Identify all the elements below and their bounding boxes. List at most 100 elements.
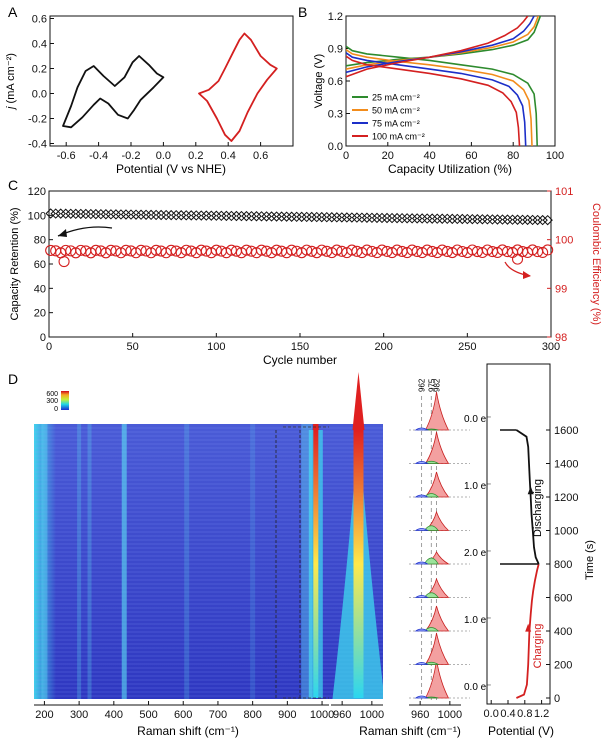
efficiency-marker <box>255 244 268 256</box>
retention-marker <box>160 209 172 221</box>
retention-marker <box>266 211 277 222</box>
panel-c-yright-tick-label: 99 <box>555 283 567 295</box>
retention-marker <box>361 212 373 223</box>
discharge-curve-2 <box>346 52 527 146</box>
legend-label: 75 mA cm⁻² <box>372 119 420 129</box>
panel-d-xlabel-zoom: Raman shift (cm⁻¹) <box>359 724 461 738</box>
legend-label: 25 mA cm⁻² <box>372 93 420 103</box>
panel-letter-c: C <box>8 177 18 193</box>
efficiency-marker <box>346 244 358 256</box>
colorbar <box>61 391 69 410</box>
retention-marker <box>291 211 302 223</box>
panel-c-x-tick-label: 50 <box>127 341 139 353</box>
retention-marker <box>276 211 287 222</box>
retention-marker <box>406 213 418 224</box>
waterfall-left-edge <box>34 424 56 699</box>
waterfall-zoom <box>329 372 383 699</box>
retention-marker <box>472 214 483 225</box>
retention-marker <box>537 214 548 226</box>
efficiency-marker <box>406 244 418 256</box>
retention-marker <box>140 209 152 220</box>
retention-marker <box>115 209 127 220</box>
time-y-tick-label: 800 <box>554 559 572 571</box>
panel-c-yleft-tick-label: 100 <box>28 210 46 222</box>
peak-guide-label: 975 <box>427 378 436 392</box>
main-x-tick-label: 600 <box>174 709 192 721</box>
efficiency-marker <box>537 246 549 258</box>
retention-marker <box>467 213 478 225</box>
main-x-tick-label: 200 <box>35 709 53 721</box>
spectrum-peak-982 <box>424 431 450 464</box>
raman-band <box>77 424 82 699</box>
panel-c-x-tick-label: 250 <box>458 341 476 353</box>
potential-x-tick-label: 0.4 <box>500 708 515 720</box>
efficiency-marker <box>240 244 253 256</box>
retention-marker <box>226 210 237 222</box>
panel-a-x-tick-label: -0.4 <box>89 150 108 162</box>
panel-c-yleft-tick-label: 80 <box>34 235 46 247</box>
panel-a-y-tick-label: 0.4 <box>32 39 47 51</box>
retention-marker <box>396 213 408 224</box>
time-y-tick-label: 1400 <box>554 459 578 471</box>
efficiency-marker <box>210 244 222 256</box>
electron-label: 1.0 e⁻ <box>464 615 492 626</box>
main-x-tick-label: 700 <box>209 709 227 721</box>
retention-marker <box>296 211 307 223</box>
peak-guide-label: 982 <box>432 378 441 392</box>
retention-marker <box>426 213 438 224</box>
time-y-tick-label: 0 <box>554 693 560 705</box>
retention-marker <box>482 214 493 225</box>
retention-marker <box>356 212 368 223</box>
peak-guide-label: 962 <box>418 378 427 392</box>
retention-marker <box>437 213 448 224</box>
retention-marker <box>90 208 102 220</box>
panel-a: -0.6 -0.4 -0.2 0.0 0.2 0.4 0.6 -0.4 -0.2 0.0 0.2 0.… <box>5 14 294 176</box>
spectrum-peak-975 <box>423 525 439 531</box>
panel-d-xlabel-main: Raman shift (cm⁻¹) <box>137 724 239 738</box>
panel-c-x-tick-label: 0 <box>46 341 52 353</box>
panel-c-yright-tick-label: 101 <box>555 186 573 198</box>
efficiency-marker <box>391 244 403 256</box>
retention-marker <box>442 213 453 225</box>
retention-marker <box>50 208 61 219</box>
retention-marker <box>216 210 227 221</box>
spectrum-peak-975 <box>423 557 439 565</box>
spectrum-peak-962 <box>414 461 429 464</box>
colorbar-label-0: 0 <box>54 406 58 413</box>
panel-b-x-tick-label: 20 <box>382 150 394 162</box>
panel-c-x-tick-label: 150 <box>291 341 309 353</box>
retention-marker <box>191 210 202 221</box>
time-y-tick-label: 1600 <box>554 425 578 437</box>
main-x-tick-label: 300 <box>70 709 88 721</box>
retention-marker <box>421 213 433 224</box>
panel-a-x-tick-label: 0.4 <box>221 150 236 162</box>
panel-b: 0 20 40 60 80 100 0.0 0.3 0.6 0.9 1.2 25 mA cm⁻² 50… <box>313 11 564 176</box>
panel-b-x-tick-label: 100 <box>546 150 564 162</box>
retention-marker <box>517 214 528 226</box>
panel-a-y-tick-label: -0.2 <box>28 114 47 126</box>
spectrum-peak-982 <box>424 632 450 665</box>
retention-marker <box>155 209 167 221</box>
retention-marker <box>236 210 247 222</box>
retention-marker <box>326 212 338 223</box>
efficiency-marker <box>165 244 177 256</box>
panel-c-x-tick-label: 200 <box>374 341 392 353</box>
retention-marker <box>542 214 553 226</box>
retention-marker <box>246 210 257 222</box>
retention-marker <box>311 211 322 223</box>
time-y-tick-label: 1200 <box>554 492 578 504</box>
efficiency-marker <box>316 244 328 256</box>
peak-shoulder <box>301 424 313 699</box>
panel-d: 600 300 0 200 300 400 500 600 700 800 900 1000 R… <box>34 363 596 738</box>
retention-marker <box>145 209 157 221</box>
retention-marker <box>301 211 312 223</box>
retention-marker <box>271 211 282 222</box>
spectrum-peak-962 <box>414 561 429 565</box>
retention-marker <box>130 209 142 220</box>
panel-c-ylabel-left: Capacity Retention (%) <box>9 207 21 320</box>
retention-marker <box>170 209 182 221</box>
retention-marker <box>447 213 458 225</box>
waterfall-background <box>34 424 329 699</box>
spectrum-peak-982 <box>424 391 450 431</box>
efficiency-marker <box>90 244 102 256</box>
